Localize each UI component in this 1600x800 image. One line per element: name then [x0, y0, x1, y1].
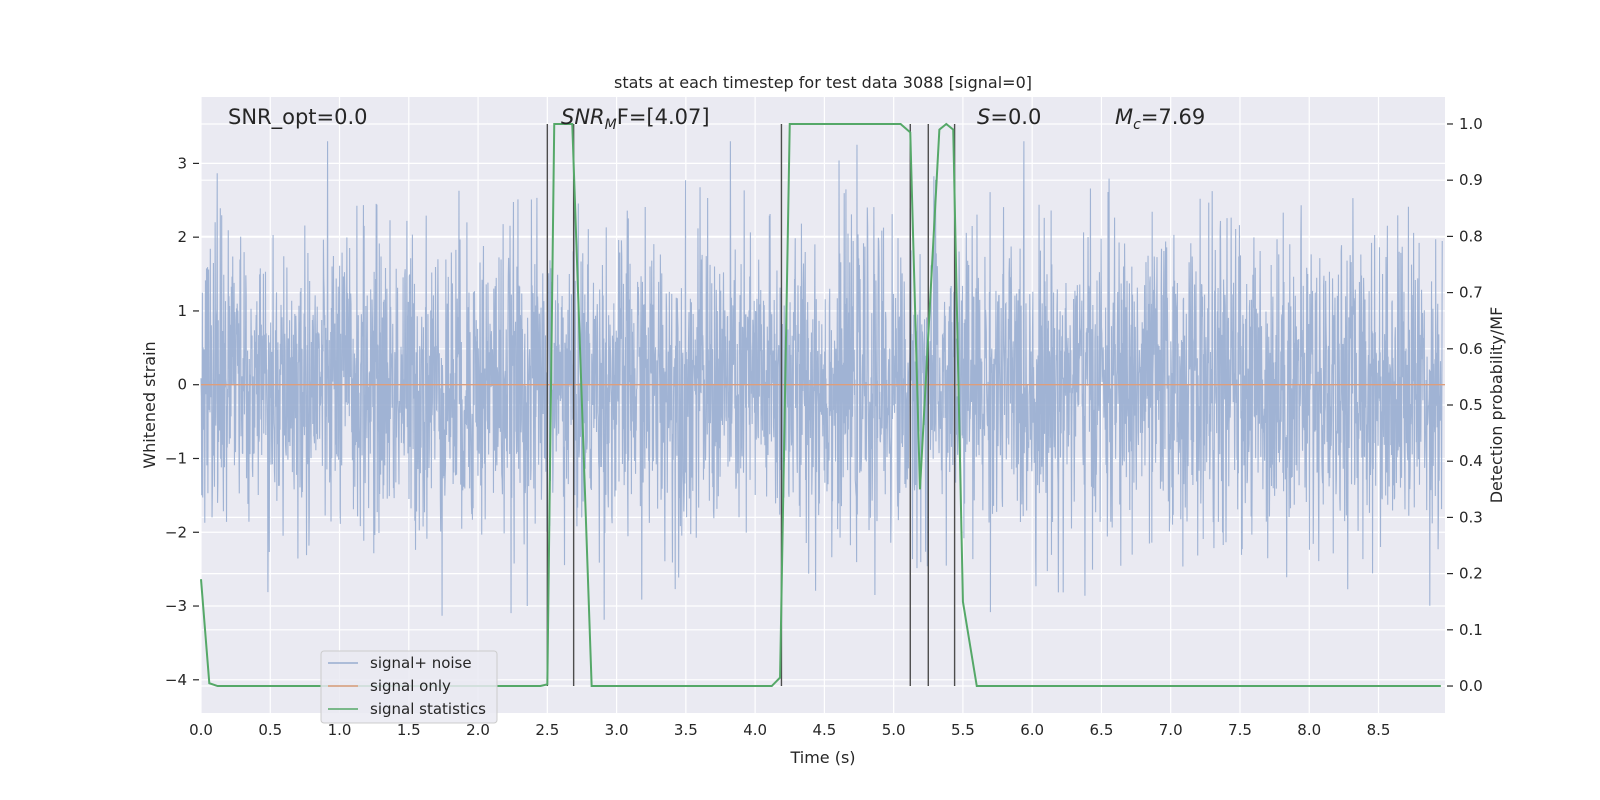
x-tick-label-12: 6.0 [1020, 721, 1044, 739]
x-tick-label-14: 7.0 [1159, 721, 1183, 739]
annotation-s-var: S [977, 105, 990, 129]
y-right-tick-label-7: 0.3 [1459, 508, 1483, 526]
y-right-tick-label-6: 0.4 [1459, 452, 1483, 470]
legend: signal+ noise signal only signal statist… [320, 650, 498, 724]
legend-box [320, 650, 498, 724]
annotation-snr-mf-sub: M [605, 117, 617, 133]
annotation-mc: Mc=7.69 [1115, 105, 1205, 133]
y-left-tick-label-6: −3 [165, 597, 187, 615]
y-right-tick-label-5: 0.5 [1459, 396, 1483, 414]
y-right-tick-label-4: 0.6 [1459, 340, 1483, 358]
chart-title: stats at each timestep for test data 308… [614, 73, 1032, 92]
legend-label-signal-noise: signal+ noise [370, 654, 472, 672]
noise-series [200, 141, 1443, 620]
x-tick-label-2: 1.0 [328, 721, 352, 739]
y-right-tick-label-10: 0.0 [1459, 677, 1483, 695]
x-tick-label-6: 3.0 [605, 721, 629, 739]
annotation-s-rest: =0.0 [990, 105, 1041, 129]
y-right-tick-label-8: 0.2 [1459, 565, 1483, 583]
y-left-tick-label-5: −2 [165, 523, 187, 541]
y-axis-label-right: Detection probability/MF [1487, 307, 1506, 504]
x-tick-label-16: 8.0 [1297, 721, 1321, 739]
y-right-tick-label-0: 1.0 [1459, 115, 1483, 133]
y-left-tick-label-2: 1 [177, 302, 187, 320]
x-tick-label-10: 5.0 [882, 721, 906, 739]
x-tick-label-0: 0.0 [189, 721, 213, 739]
x-tick-label-8: 4.0 [743, 721, 767, 739]
y-right-tick-labels: 1.0 0.9 0.8 0.7 0.6 0.5 0.4 0.3 0.2 0.1 0.0 [1447, 115, 1483, 695]
annotation-mc-rest: =7.69 [1141, 105, 1205, 129]
legend-label-signal-statistics: signal statistics [370, 700, 486, 718]
x-tick-labels: 0.0 0.5 1.0 1.5 2.0 2.5 3.0 3.5 4.0 4.5 5.0 5.5 6.0 6… [189, 721, 1390, 739]
annotation-snr-opt: SNR_opt=0.0 [228, 105, 368, 130]
x-axis-label: Time (s) [789, 748, 855, 767]
y-left-tick-label-1: 2 [177, 228, 187, 246]
signal-statistics-series [200, 122, 1441, 688]
y-right-tick-label-1: 0.9 [1459, 171, 1483, 189]
annotation-mc-sub: c [1133, 117, 1141, 133]
x-tick-label-15: 7.5 [1228, 721, 1252, 739]
y-left-tick-labels: 3 2 1 0 −1 −2 −3 −4 [165, 154, 199, 689]
x-tick-label-5: 2.5 [535, 721, 559, 739]
y-right-tick-label-2: 0.8 [1459, 227, 1483, 245]
x-tick-label-3: 1.5 [397, 721, 421, 739]
y-left-tick-label-3: 0 [177, 376, 187, 394]
y-right-tick-label-9: 0.1 [1459, 621, 1483, 639]
legend-label-signal-only: signal only [370, 677, 451, 695]
x-tick-label-13: 6.5 [1090, 721, 1114, 739]
y-left-tick-label-0: 3 [177, 154, 187, 172]
x-tick-label-17: 8.5 [1367, 721, 1391, 739]
x-tick-label-1: 0.5 [258, 721, 282, 739]
annotation-snr-mf-rest: F=[4.07] [617, 105, 710, 129]
y-left-tick-label-4: −1 [165, 449, 187, 467]
x-tick-label-7: 3.5 [674, 721, 698, 739]
x-tick-label-11: 5.5 [951, 721, 975, 739]
y-left-tick-label-7: −4 [165, 671, 187, 689]
annotation-snr-mf-main: SNR [561, 105, 605, 129]
x-tick-label-9: 4.5 [812, 721, 836, 739]
x-tick-label-4: 2.0 [466, 721, 490, 739]
signal-statistics-line [200, 122, 1441, 688]
noise-line [200, 141, 1443, 620]
annotation-s: S=0.0 [977, 105, 1041, 129]
annotation-mc-main: M [1115, 105, 1133, 129]
y-right-tick-label-3: 0.7 [1459, 284, 1483, 302]
y-axis-label-left: Whitened strain [140, 341, 159, 468]
annotation-snr-mf: SNRMF=[4.07] [561, 105, 710, 133]
